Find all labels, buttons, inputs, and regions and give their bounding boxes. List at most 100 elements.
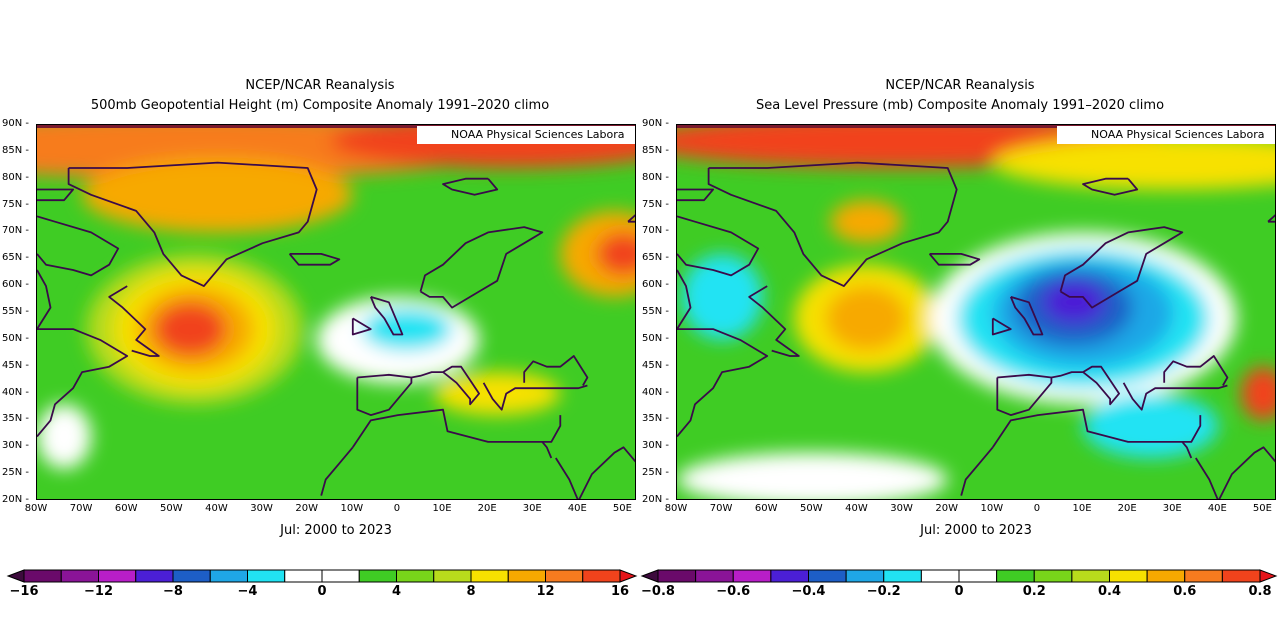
- y-tick-label: 60N -: [642, 279, 669, 291]
- y-tick-label: 75N -: [642, 198, 669, 210]
- x-tick-label: 10E: [432, 503, 452, 514]
- coastline: [1051, 365, 1121, 406]
- colorbar-swatch: [958, 569, 998, 583]
- x-tick-label: 50E: [1252, 503, 1272, 514]
- anomaly-contour: [1240, 366, 1275, 421]
- y-tick-label: 20N -: [642, 494, 669, 505]
- coastline: [677, 188, 714, 202]
- y-tick-label: 75N -: [2, 198, 29, 210]
- y-tick-label: 55N -: [642, 306, 669, 317]
- colorbar-swatch: [60, 569, 99, 583]
- anomaly-contour: [82, 157, 353, 233]
- credit-label: NOAA Physical Sciences Labora: [417, 126, 635, 144]
- coastline: [1218, 446, 1275, 499]
- x-tick-label: 30W: [890, 503, 913, 514]
- colorbar-swatch: [808, 569, 847, 583]
- y-tick-label: 90N -: [2, 118, 29, 129]
- y-tick-label: 35N -: [2, 413, 29, 425]
- y-tick-label: 40N -: [642, 386, 669, 398]
- coastline: [352, 408, 562, 448]
- y-tick-label: 65N -: [642, 252, 669, 264]
- x-tick-label: 40W: [845, 503, 868, 514]
- coastline: [351, 317, 372, 336]
- x-tick-label: 40W: [205, 503, 228, 514]
- colorbar-swatch: [582, 569, 621, 583]
- coastline: [578, 446, 635, 499]
- y-tick-label: 80N -: [2, 171, 29, 183]
- y-tick-label: 35N -: [642, 413, 669, 425]
- x-tick-label: 20E: [477, 503, 497, 514]
- coastline: [991, 317, 1012, 336]
- colorbar-label: 8: [466, 584, 476, 599]
- coastline: [419, 226, 544, 309]
- colorbar-swatch: [284, 569, 323, 583]
- map-canvas: [677, 125, 1275, 499]
- colorbar-swatch: [1071, 569, 1110, 583]
- colorbar-left-arrow: [6, 569, 25, 583]
- y-tick-label: 85N -: [642, 144, 669, 156]
- x-tick-label: 60W: [754, 503, 778, 514]
- anomaly-contour: [681, 253, 763, 340]
- coastline: [37, 188, 74, 202]
- colorbar-swatch: [433, 569, 472, 583]
- y-tick-label: 25N -: [2, 467, 29, 479]
- colorbar-label: −0.8: [641, 584, 675, 599]
- coastline: [960, 446, 994, 496]
- coastline: [748, 285, 800, 357]
- coastline: [928, 252, 981, 266]
- x-tick-label: 20W: [295, 503, 318, 514]
- colorbar-right-arrow: [1259, 569, 1278, 583]
- colorbar-label: −4: [237, 584, 258, 599]
- colorbar-label: 0: [317, 584, 327, 599]
- x-tick-label: 20E: [1117, 503, 1137, 514]
- colorbar-swatch: [770, 569, 809, 583]
- x-tick-label: 50W: [160, 503, 183, 514]
- colorbar-swatch: [996, 569, 1035, 583]
- y-tick-label: 80N -: [642, 171, 669, 183]
- coastline: [1181, 441, 1193, 459]
- y-tick-label: 60N -: [2, 279, 29, 291]
- map-area: NOAA Physical Sciences Labora: [676, 124, 1276, 500]
- coastline: [37, 269, 129, 438]
- y-tick-label: 70N -: [642, 225, 669, 237]
- y-tick-label: 50N -: [2, 332, 29, 344]
- colorbar-swatch: [920, 569, 960, 583]
- coastline: [523, 355, 589, 386]
- colorbar-swatch: [98, 569, 137, 583]
- anomaly-contour: [596, 232, 635, 276]
- colorbar-label: 12: [536, 584, 555, 599]
- y-tick-label: 25N -: [642, 467, 669, 479]
- colorbar: [6, 569, 638, 583]
- y-tick-label: 40N -: [2, 386, 29, 398]
- colorbar-label: 0.6: [1173, 584, 1197, 599]
- title-line2: Sea Level Pressure (mb) Composite Anomal…: [755, 98, 1165, 113]
- colorbar-swatch: [545, 569, 584, 583]
- period-label: Jul: 2000 to 2023: [280, 523, 392, 538]
- y-tick-label: 45N -: [642, 359, 669, 371]
- coastline: [482, 382, 588, 411]
- anomaly-contour: [1083, 393, 1219, 459]
- x-tick-label: 10W: [340, 503, 364, 514]
- title-line2: 500mb Geopotential Height (m) Composite …: [90, 98, 550, 113]
- colorbar-swatch: [396, 569, 435, 583]
- colorbar-swatch: [845, 569, 885, 583]
- coastline: [37, 215, 120, 277]
- y-tick-label: 30N -: [2, 440, 29, 452]
- map-canvas: [37, 125, 635, 499]
- colorbar-label: 16: [610, 584, 630, 599]
- colorbar-swatch: [1184, 569, 1223, 583]
- coastline: [1082, 177, 1139, 196]
- colorbar-swatch: [470, 569, 509, 583]
- title-line1: NCEP/NCAR Reanalysis: [885, 78, 1035, 93]
- anomaly-contour: [361, 307, 453, 351]
- x-tick-label: 70W: [69, 503, 93, 514]
- x-tick-label: 0: [1033, 503, 1041, 514]
- coastline: [1163, 355, 1229, 386]
- y-tick-label: 30N -: [642, 440, 669, 452]
- colorbar-label: −12: [84, 584, 113, 599]
- colorbar-label: 0.4: [1097, 584, 1122, 599]
- colorbar-swatch: [321, 569, 360, 583]
- colorbar-swatch: [1221, 569, 1261, 583]
- colorbar-swatch: [695, 569, 734, 583]
- coastline: [442, 177, 499, 196]
